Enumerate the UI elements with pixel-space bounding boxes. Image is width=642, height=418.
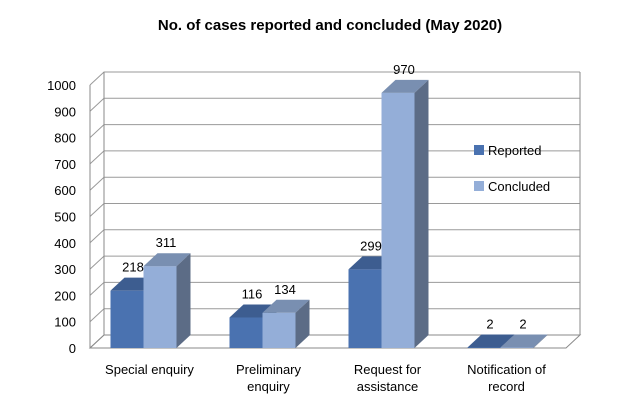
legend-label-reported: Reported — [488, 143, 541, 158]
bar-concluded-3 — [500, 334, 548, 348]
y-tick-label: 200 — [54, 288, 76, 303]
y-tick-label: 600 — [54, 183, 76, 198]
x-tick-label: Special enquiry — [105, 362, 194, 377]
gridline — [89, 124, 580, 138]
data-label: 116 — [242, 286, 263, 301]
bar-side — [533, 334, 548, 348]
y-tick-label: 300 — [54, 262, 76, 277]
bar-front — [229, 317, 263, 348]
chart-title: No. of cases reported and concluded (May… — [158, 17, 502, 34]
data-label: 2 — [519, 316, 526, 331]
data-label: 970 — [393, 62, 415, 77]
gridline — [89, 97, 580, 112]
bar-top — [143, 253, 191, 267]
data-label: 311 — [156, 235, 177, 250]
bar-side — [295, 299, 310, 348]
x-tick-label: enquiry — [247, 379, 290, 394]
legend-swatch-reported — [474, 145, 484, 155]
data-label: 299 — [360, 238, 382, 253]
bar-front — [500, 347, 534, 348]
legend-swatch-concluded — [474, 181, 484, 191]
data-label: 218 — [122, 260, 144, 275]
y-tick-label: 700 — [54, 157, 76, 172]
data-label: 134 — [274, 282, 296, 297]
bar-top — [262, 299, 310, 313]
bar-top — [381, 79, 429, 93]
gridline — [89, 71, 580, 86]
x-tick-label: Notification of — [467, 362, 546, 377]
gridline — [89, 203, 580, 217]
y-tick-label: 500 — [54, 210, 76, 225]
bar-concluded-2 — [381, 79, 429, 348]
bar-side — [414, 79, 429, 348]
bar-top — [467, 334, 515, 348]
bar-front — [467, 347, 501, 348]
data-label: 2 — [486, 316, 493, 331]
y-tick-label: 400 — [54, 236, 76, 251]
bar-front — [348, 269, 382, 348]
y-tick-label: 1000 — [47, 78, 76, 93]
bar-front — [110, 290, 144, 348]
bar-concluded-1 — [262, 299, 310, 348]
y-tick-label: 100 — [54, 315, 76, 330]
x-tick-label: Preliminary — [236, 362, 302, 377]
bar-concluded-0 — [143, 253, 191, 348]
bar-front — [143, 266, 177, 348]
bar-top — [500, 334, 548, 348]
legend-label-concluded: Concluded — [488, 179, 550, 194]
y-tick-label: 900 — [54, 104, 76, 119]
y-tick-label: 800 — [54, 131, 76, 146]
x-tick-label: record — [488, 379, 525, 394]
x-tick-label: assistance — [357, 379, 418, 394]
bar-front — [262, 312, 296, 348]
bar-side — [176, 253, 191, 348]
y-tick-label: 0 — [69, 341, 76, 356]
x-tick-label: Request for — [354, 362, 422, 377]
bar-front — [381, 92, 415, 348]
